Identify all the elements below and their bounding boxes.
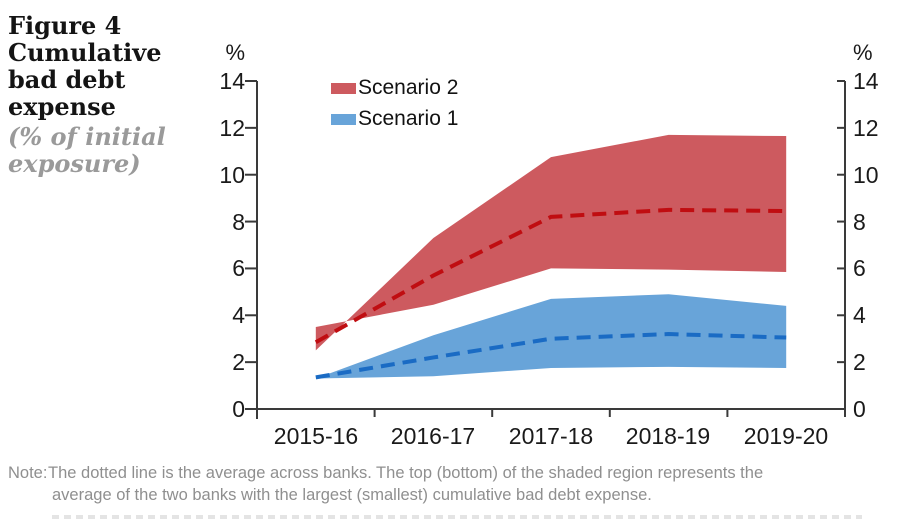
y-tick-label-right: 6 xyxy=(853,255,866,281)
y-tick-label-right: 4 xyxy=(853,302,866,328)
figure-title-line: expense xyxy=(8,92,116,121)
figure-title-line: bad debt xyxy=(8,65,126,94)
note-line: average of the two banks with the larges… xyxy=(52,486,652,504)
figure-title-line: Figure 4 xyxy=(8,11,122,40)
y-tick-label-right: 10 xyxy=(853,162,879,188)
y-tick-label-left: 6 xyxy=(232,255,245,281)
legend-label: Scenario 2 xyxy=(358,76,459,99)
legend-label: Scenario 1 xyxy=(358,107,459,130)
cut-off-text-artifact xyxy=(52,515,862,519)
y-tick-label-left: 4 xyxy=(232,302,245,328)
y-tick-label-left: 2 xyxy=(232,349,245,375)
note-label: Note: xyxy=(8,464,48,482)
note-body: The dotted line is the average across ba… xyxy=(48,462,878,506)
scenario-2-swatch-icon xyxy=(331,82,356,94)
y-tick-label-right: 14 xyxy=(853,68,879,94)
note-line: The dotted line is the average across ba… xyxy=(48,464,764,482)
figure-subtitle: (% of initial exposure) xyxy=(8,123,198,177)
figure-subtitle-line: exposure) xyxy=(8,149,141,178)
scenario-2-average-line xyxy=(314,207,787,344)
y-axis-unit-right: % xyxy=(853,40,873,65)
x-axis-label: 2016-17 xyxy=(390,423,476,449)
scenario-1-swatch-icon xyxy=(331,113,356,125)
figure-subtitle-line: (% of initial xyxy=(8,122,166,151)
y-tick-label-left: 12 xyxy=(219,115,245,141)
y-tick-label-right: 0 xyxy=(853,396,866,422)
y-tick-label-left: 0 xyxy=(232,396,245,422)
x-axis-label: 2017-18 xyxy=(508,423,594,449)
figure-title: Figure 4 Cumulative bad debt expense (% … xyxy=(8,12,198,177)
scenario-2-band xyxy=(315,134,787,351)
scenario-1-average-line xyxy=(315,332,787,380)
legend-item-scenario-1: Scenario 1 xyxy=(331,107,458,131)
x-axis-label: 2015-16 xyxy=(273,423,359,449)
y-axis-unit-left: % xyxy=(225,40,245,65)
x-axis-label: 2018-19 xyxy=(625,423,711,449)
y-tick-label-left: 8 xyxy=(232,209,245,235)
legend-item-scenario-2: Scenario 2 xyxy=(331,76,458,100)
x-axis-label: 2019-20 xyxy=(743,423,829,449)
y-tick-label-right: 8 xyxy=(853,209,866,235)
chart-legend: Scenario 2 Scenario 1 xyxy=(331,76,458,131)
y-tick-label-left: 14 xyxy=(219,68,245,94)
y-tick-label-right: 2 xyxy=(853,349,866,375)
y-tick-label-left: 10 xyxy=(219,162,245,188)
y-tick-label-right: 12 xyxy=(853,115,879,141)
figure-title-line: Cumulative xyxy=(8,38,162,67)
